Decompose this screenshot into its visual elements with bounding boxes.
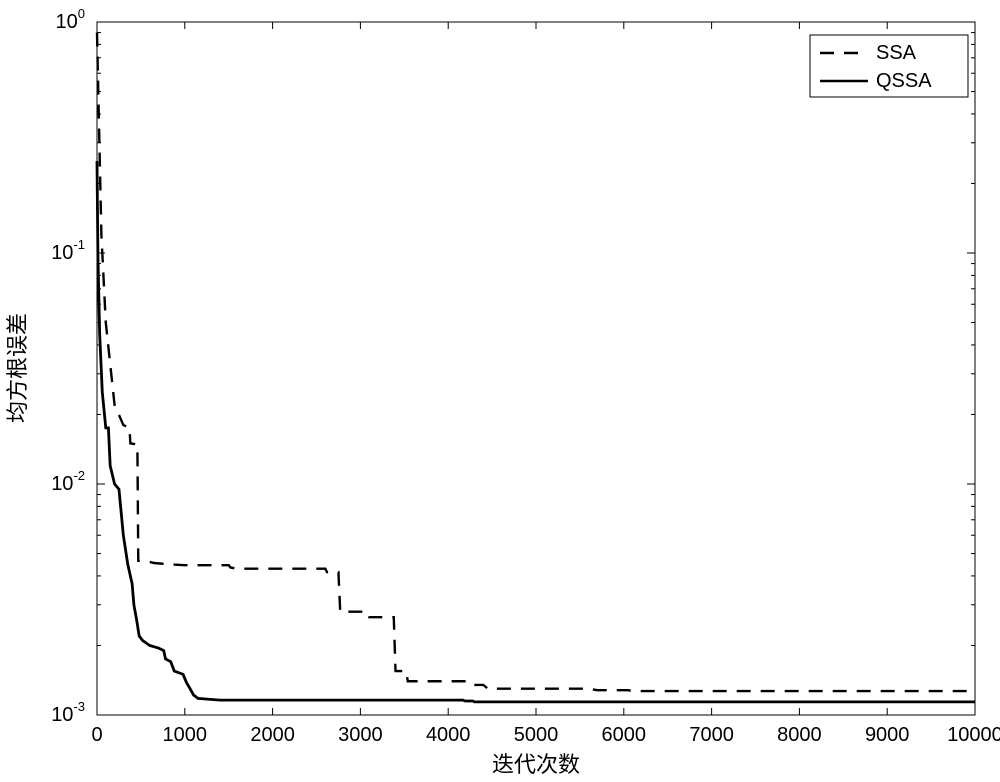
series-qssa: [97, 161, 975, 702]
x-tick-label: 6000: [602, 724, 647, 746]
x-tick-label: 1000: [163, 724, 208, 746]
convergence-chart: 0 1000 2000 3000 4000 5000 6000 7000 8000 9000 100…: [0, 0, 1000, 782]
x-axis-label: 迭代次数: [492, 752, 580, 777]
legend: SSA QSSA: [810, 35, 968, 97]
x-tick-label: 4000: [426, 724, 471, 746]
y-axis: 10-3 10-2 10-1 100: [51, 6, 975, 726]
y-tick-label: 10-2: [51, 468, 85, 495]
series-group: [97, 33, 975, 702]
x-tick-label: 9000: [865, 724, 910, 746]
series-ssa: [97, 33, 975, 691]
y-tick-label: 10-1: [51, 237, 85, 264]
x-axis: 0 1000 2000 3000 4000 5000 6000 7000 8000 9000 100…: [91, 22, 1000, 746]
x-tick-label: 7000: [689, 724, 734, 746]
x-tick-label: 10000: [947, 724, 1000, 746]
legend-label: SSA: [876, 42, 917, 64]
x-tick-label: 8000: [777, 724, 822, 746]
x-tick-label: 2000: [250, 724, 295, 746]
x-tick-label: 5000: [514, 724, 559, 746]
y-tick-label: 100: [56, 6, 85, 33]
y-tick-label: 10-3: [51, 699, 85, 726]
x-tick-label: 0: [91, 724, 102, 746]
y-axis-label: 均方根误差: [5, 313, 30, 423]
plot-area-box: [97, 22, 975, 715]
x-tick-label: 3000: [338, 724, 383, 746]
legend-label: QSSA: [876, 70, 932, 92]
